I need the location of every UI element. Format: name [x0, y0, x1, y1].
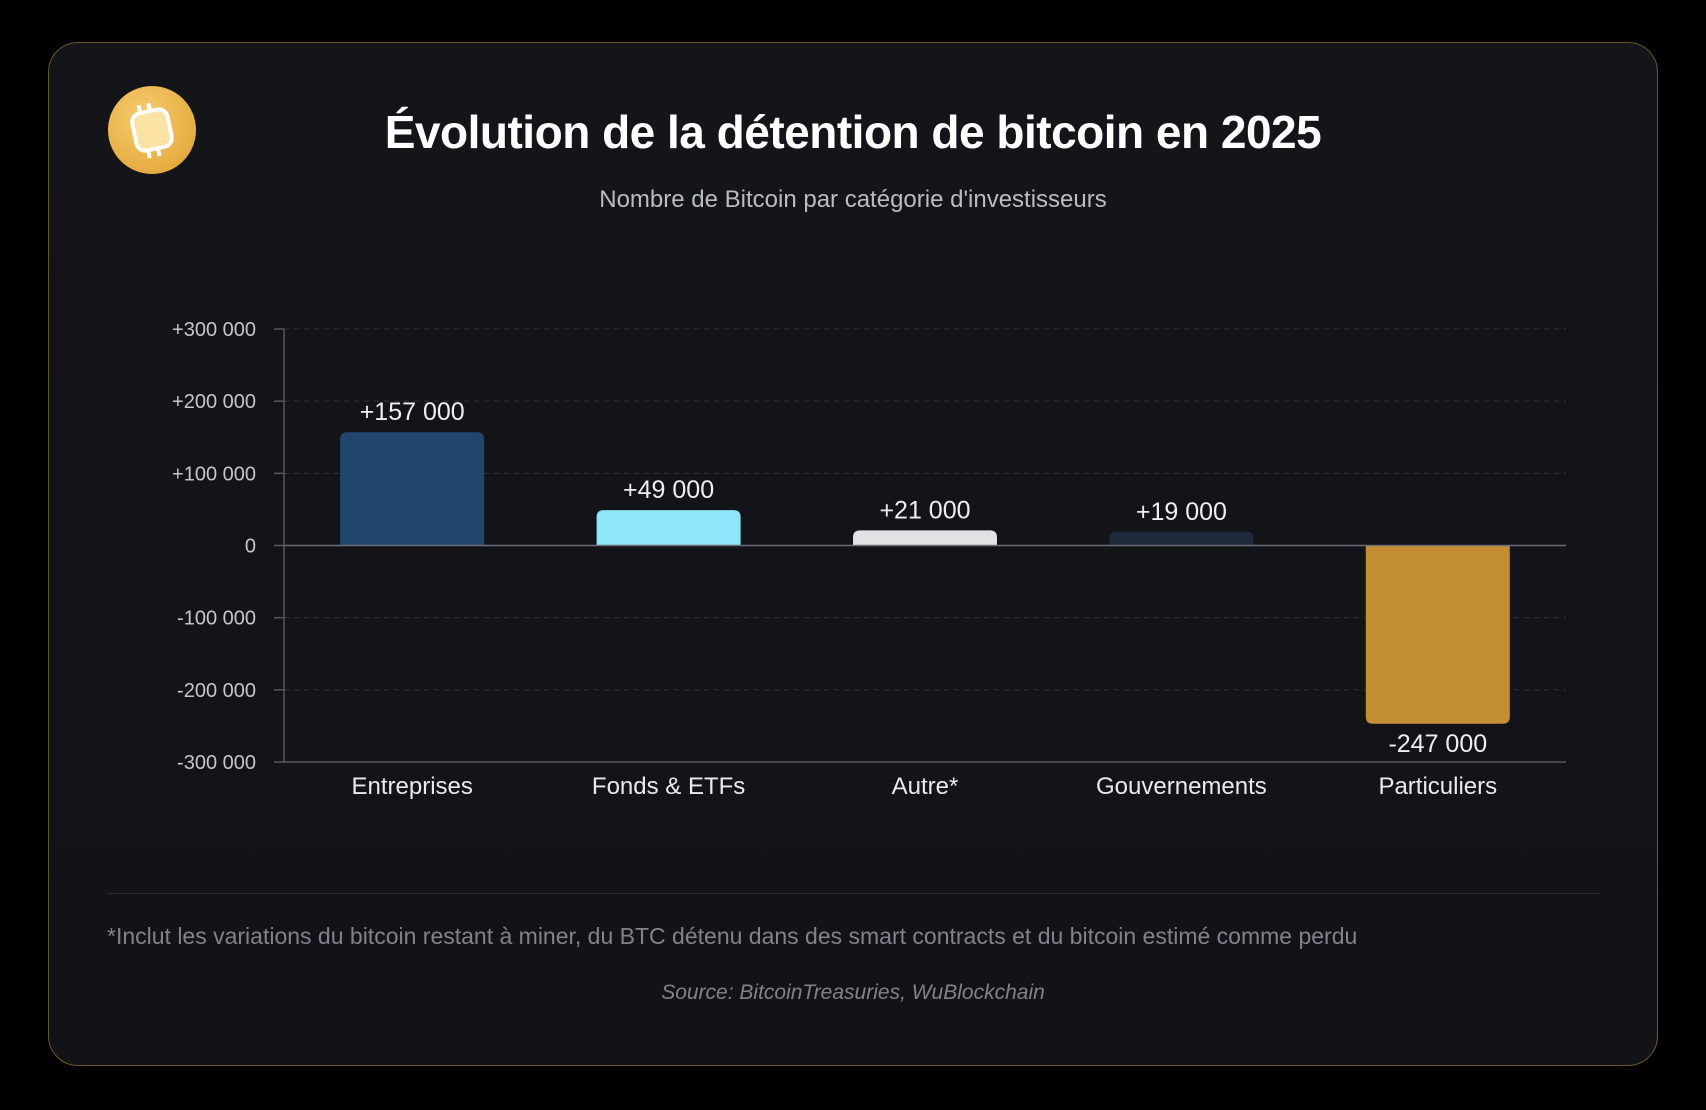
bar-entreprises: [340, 432, 485, 546]
bar-value-label: +21 000: [879, 496, 970, 524]
y-tick-label: -200 000: [177, 680, 256, 702]
bar-value-label: +19 000: [1136, 498, 1227, 526]
x-category-label: Gouvernements: [1096, 773, 1267, 800]
chart-card: Évolution de la détention de bitcoin en …: [48, 42, 1658, 1066]
bar-autre: [853, 530, 997, 546]
chart-title: Évolution de la détention de bitcoin en …: [384, 106, 1322, 158]
y-tick-label: +200 000: [172, 391, 256, 413]
bar-value-label: +157 000: [360, 398, 465, 426]
bar-value-label: -247 000: [1388, 730, 1487, 758]
source-note: Source: BitcoinTreasuries, WuBlockchain: [661, 981, 1045, 1004]
footer-divider: [107, 893, 1599, 894]
x-category-label: Particuliers: [1378, 773, 1497, 800]
y-tick-label: -100 000: [177, 608, 256, 630]
footnote: *Inclut les variations du bitcoin restan…: [107, 923, 1358, 949]
y-tick-label: -300 000: [177, 752, 256, 774]
x-category-label: Fonds & ETFs: [592, 773, 745, 800]
y-tick-label: +100 000: [172, 463, 256, 485]
bitcoin-logo-icon: [108, 86, 196, 174]
bar-chart: +300 000 +200 000 +100 000 0 -100 000 -200 00…: [172, 319, 1566, 800]
bar-value-label: +49 000: [623, 476, 714, 504]
x-category-label: Entreprises: [352, 773, 473, 800]
y-tick-label: 0: [245, 536, 256, 558]
x-category-label: Autre*: [892, 773, 959, 800]
bar-fonds-etfs: [596, 510, 741, 546]
bar-particuliers: [1365, 545, 1510, 724]
y-tick-label: +300 000: [172, 319, 256, 341]
bar-gouvernements: [1109, 531, 1254, 546]
chart-subtitle: Nombre de Bitcoin par catégorie d'invest…: [599, 186, 1107, 213]
